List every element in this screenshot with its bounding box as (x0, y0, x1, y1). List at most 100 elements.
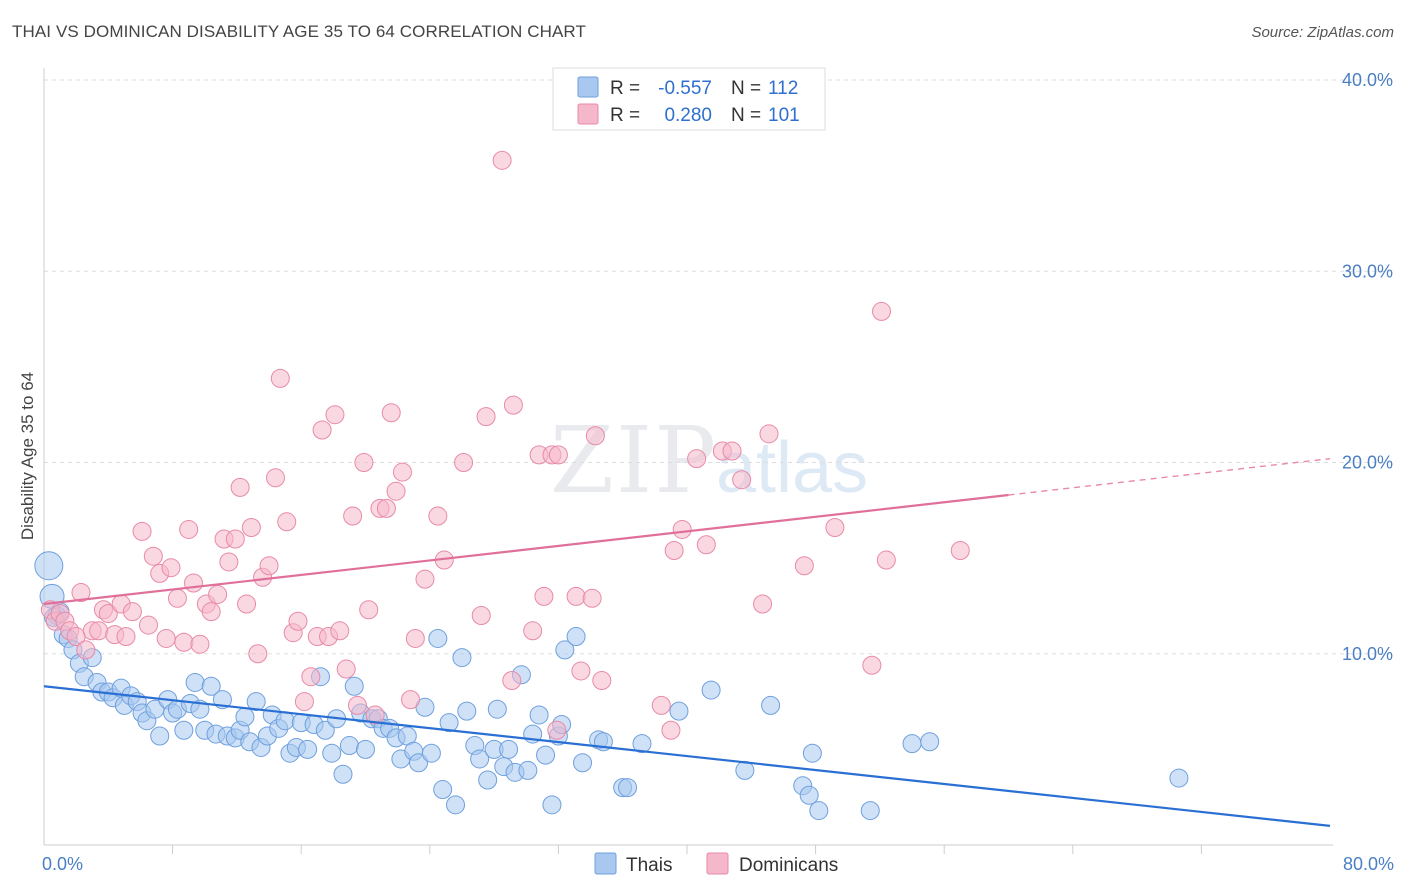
point-dominicans (359, 600, 379, 620)
legend-r-value-thais: -0.557 (658, 78, 712, 99)
point-dominicans (201, 602, 221, 622)
point-dominicans (219, 552, 239, 572)
point-dominicans (156, 628, 176, 648)
point-thais (860, 801, 880, 821)
point-thais (487, 699, 507, 719)
point-thais (235, 707, 255, 727)
point-dominicans (143, 546, 163, 566)
point-dominicans (294, 692, 314, 712)
bottom-legend-swatch-dominicans (706, 852, 729, 875)
point-dominicans (401, 690, 421, 710)
point-thais (470, 749, 490, 769)
legend-swatch-thais (577, 76, 599, 98)
point-dominicans (759, 424, 779, 444)
legend-n-value-dominicans: 101 (768, 105, 800, 126)
y-tick-labels: 10.0% 20.0% 30.0% 40.0% (1342, 70, 1393, 664)
point-thais (529, 705, 549, 725)
point-dominicans (566, 586, 586, 606)
point-dominicans (548, 445, 568, 465)
point-thais (150, 726, 170, 746)
legend-n-value-thais: 112 (768, 78, 798, 99)
legend-n-label-thais: N = (731, 78, 761, 99)
point-thais (344, 676, 364, 696)
point-thais (339, 736, 359, 756)
y-tick-label-40: 40.0% (1342, 70, 1393, 90)
series-thais (34, 551, 1189, 821)
point-dominicans (405, 628, 425, 648)
point-dominicans (161, 558, 181, 578)
point-dominicans (672, 519, 692, 539)
point-thais (421, 743, 441, 763)
point-thais (799, 785, 819, 805)
point-thais (920, 732, 940, 752)
legend-r-label-dominicans: R = (610, 105, 640, 126)
chart-title: THAI VS DOMINICAN DISABILITY AGE 35 TO 6… (12, 22, 586, 41)
point-dominicans (503, 395, 523, 415)
point-dominicans (651, 695, 671, 715)
point-thais (174, 720, 194, 740)
point-thais (542, 795, 562, 815)
point-dominicans (288, 611, 308, 631)
point-dominicans (265, 468, 285, 488)
point-dominicans (862, 655, 882, 675)
y-axis-label: Disability Age 35 to 64 (18, 372, 37, 540)
trend-line-dominicans (43, 493, 1009, 606)
point-thais (185, 672, 205, 692)
point-dominicans (301, 667, 321, 687)
point-dominicans (471, 606, 491, 625)
bottom-legend-label-thais: Thais (626, 855, 672, 876)
point-dominicans (336, 659, 356, 679)
point-thais (322, 743, 342, 763)
point-thais (439, 713, 459, 733)
point-dominicans (722, 441, 742, 461)
trend-line-dominicans-extension (1008, 457, 1331, 496)
point-thais (298, 739, 318, 759)
point-dominicans (167, 588, 187, 608)
x-tick-label-max: 80.0% (1343, 854, 1394, 874)
point-dominicans (696, 535, 716, 555)
point-dominicans (585, 426, 605, 446)
point-dominicans (794, 556, 814, 576)
point-dominicans (415, 569, 435, 589)
point-thais (518, 760, 538, 780)
point-dominicans (241, 518, 261, 538)
watermark: ZIP atlas (550, 407, 868, 514)
point-dominicans (753, 594, 773, 614)
bottom-legend-label-dominicans: Dominicans (739, 855, 838, 876)
point-thais (428, 628, 448, 648)
point-dominicans (225, 529, 245, 549)
point-dominicans (376, 498, 396, 518)
trend-line-thais (43, 685, 1331, 827)
point-dominicans (330, 621, 350, 641)
point-dominicans (872, 301, 892, 321)
point-dominicans (523, 621, 543, 641)
point-thais (555, 640, 575, 660)
point-thais (34, 551, 64, 581)
point-thais (433, 780, 453, 800)
point-thais (499, 739, 519, 759)
point-thais (536, 745, 556, 765)
point-dominicans (174, 632, 194, 652)
legend: R = -0.557 N = 112 R = 0.280 N = 101 (552, 67, 826, 131)
point-thais (315, 720, 335, 740)
point-dominicans (950, 540, 970, 560)
point-dominicans (825, 518, 845, 538)
point-thais (701, 680, 721, 700)
point-dominicans (354, 453, 374, 472)
point-dominicans (661, 720, 681, 740)
point-dominicans (71, 583, 91, 603)
point-thais (446, 795, 466, 815)
point-dominicans (571, 661, 591, 681)
legend-r-label-thais: R = (610, 78, 640, 99)
point-thais (573, 753, 593, 773)
point-dominicans (259, 556, 279, 576)
point-dominicans (664, 540, 684, 560)
point-thais (761, 695, 781, 715)
point-thais (356, 739, 375, 759)
y-tick-label-10: 10.0% (1342, 644, 1393, 664)
point-dominicans (325, 405, 345, 425)
point-thais (452, 648, 472, 668)
point-dominicans (347, 695, 367, 715)
point-thais (246, 692, 266, 712)
